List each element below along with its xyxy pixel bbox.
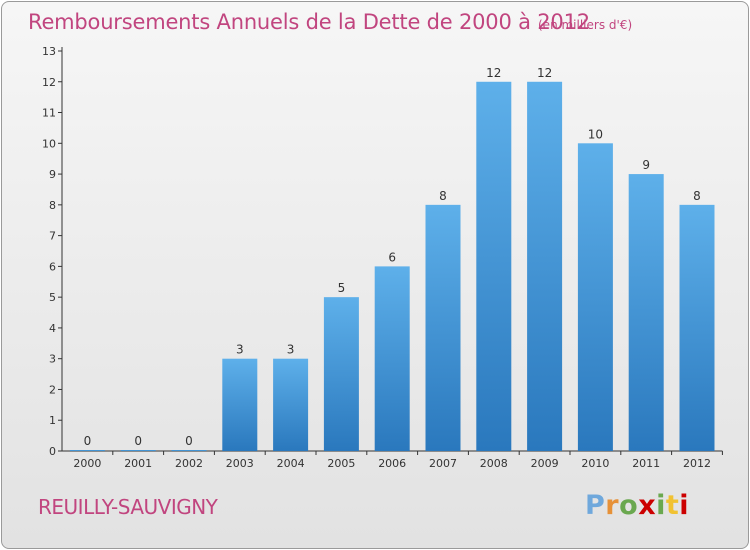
data-label: 6 xyxy=(388,250,396,264)
chart-bars xyxy=(69,81,715,452)
x-tick-label: 2007 xyxy=(429,457,457,470)
bar xyxy=(273,358,309,451)
data-label: 12 xyxy=(537,66,552,80)
x-tick-label: 2012 xyxy=(683,457,711,470)
x-tick-label: 2009 xyxy=(531,457,559,470)
y-tick-label: 7 xyxy=(49,230,56,243)
data-label: 8 xyxy=(693,189,701,203)
y-tick-label: 5 xyxy=(49,291,56,304)
x-tick-label: 2008 xyxy=(480,457,508,470)
x-tick-label: 2004 xyxy=(277,457,305,470)
logo-letter: r xyxy=(605,490,620,521)
y-tick-label: 10 xyxy=(42,137,56,150)
bar xyxy=(628,174,664,452)
logo-letter: x xyxy=(638,490,657,521)
data-label: 8 xyxy=(439,189,447,203)
logo-letter: i xyxy=(679,490,690,521)
data-label: 0 xyxy=(84,434,92,448)
y-tick-label: 11 xyxy=(42,107,56,120)
data-label: 5 xyxy=(338,281,346,295)
x-tick-label: 2010 xyxy=(581,457,609,470)
y-tick-label: 1 xyxy=(49,414,56,427)
x-tick-label: 2011 xyxy=(632,457,660,470)
x-tick-label: 2002 xyxy=(175,457,203,470)
logo-letter: o xyxy=(619,490,639,521)
logo-letter: P xyxy=(585,490,606,521)
chart-title: Remboursements Annuels de la Dette de 20… xyxy=(28,10,590,34)
x-tick-label: 2000 xyxy=(73,457,101,470)
chart-labels: 0123456789101112132000020010200202003320… xyxy=(42,45,711,470)
x-tick-label: 2001 xyxy=(124,457,152,470)
bar xyxy=(374,266,410,451)
bar xyxy=(171,450,207,451)
bar xyxy=(476,81,512,452)
bar xyxy=(222,358,258,451)
data-label: 0 xyxy=(185,434,193,448)
data-label: 0 xyxy=(134,434,142,448)
y-tick-label: 2 xyxy=(49,383,56,396)
y-tick-label: 4 xyxy=(49,322,56,335)
town-name: REUILLY-SAUVIGNY xyxy=(38,495,218,519)
x-tick-label: 2003 xyxy=(226,457,254,470)
data-label: 3 xyxy=(287,343,295,357)
y-tick-label: 12 xyxy=(42,76,56,89)
data-label: 12 xyxy=(486,66,501,80)
x-tick-label: 2005 xyxy=(327,457,355,470)
chart-subtitle: (en milliers d'€) xyxy=(538,18,633,32)
y-tick-label: 9 xyxy=(49,168,56,181)
y-tick-label: 8 xyxy=(49,199,56,212)
data-label: 10 xyxy=(588,127,603,141)
y-tick-label: 0 xyxy=(49,445,56,458)
y-tick-label: 6 xyxy=(49,260,56,273)
logo-letter: t xyxy=(665,490,680,521)
data-label: 3 xyxy=(236,343,244,357)
bar xyxy=(323,297,359,451)
bar xyxy=(120,450,156,451)
bar xyxy=(577,143,613,452)
data-label: 9 xyxy=(642,158,650,172)
y-tick-label: 13 xyxy=(42,45,56,58)
x-tick-label: 2006 xyxy=(378,457,406,470)
proxiti-logo: Proxiti xyxy=(585,490,689,521)
bar xyxy=(425,204,461,451)
bar xyxy=(69,450,105,451)
y-tick-label: 3 xyxy=(49,353,56,366)
bar xyxy=(679,204,715,451)
logo-letter: i xyxy=(656,490,666,521)
bar xyxy=(527,81,563,452)
